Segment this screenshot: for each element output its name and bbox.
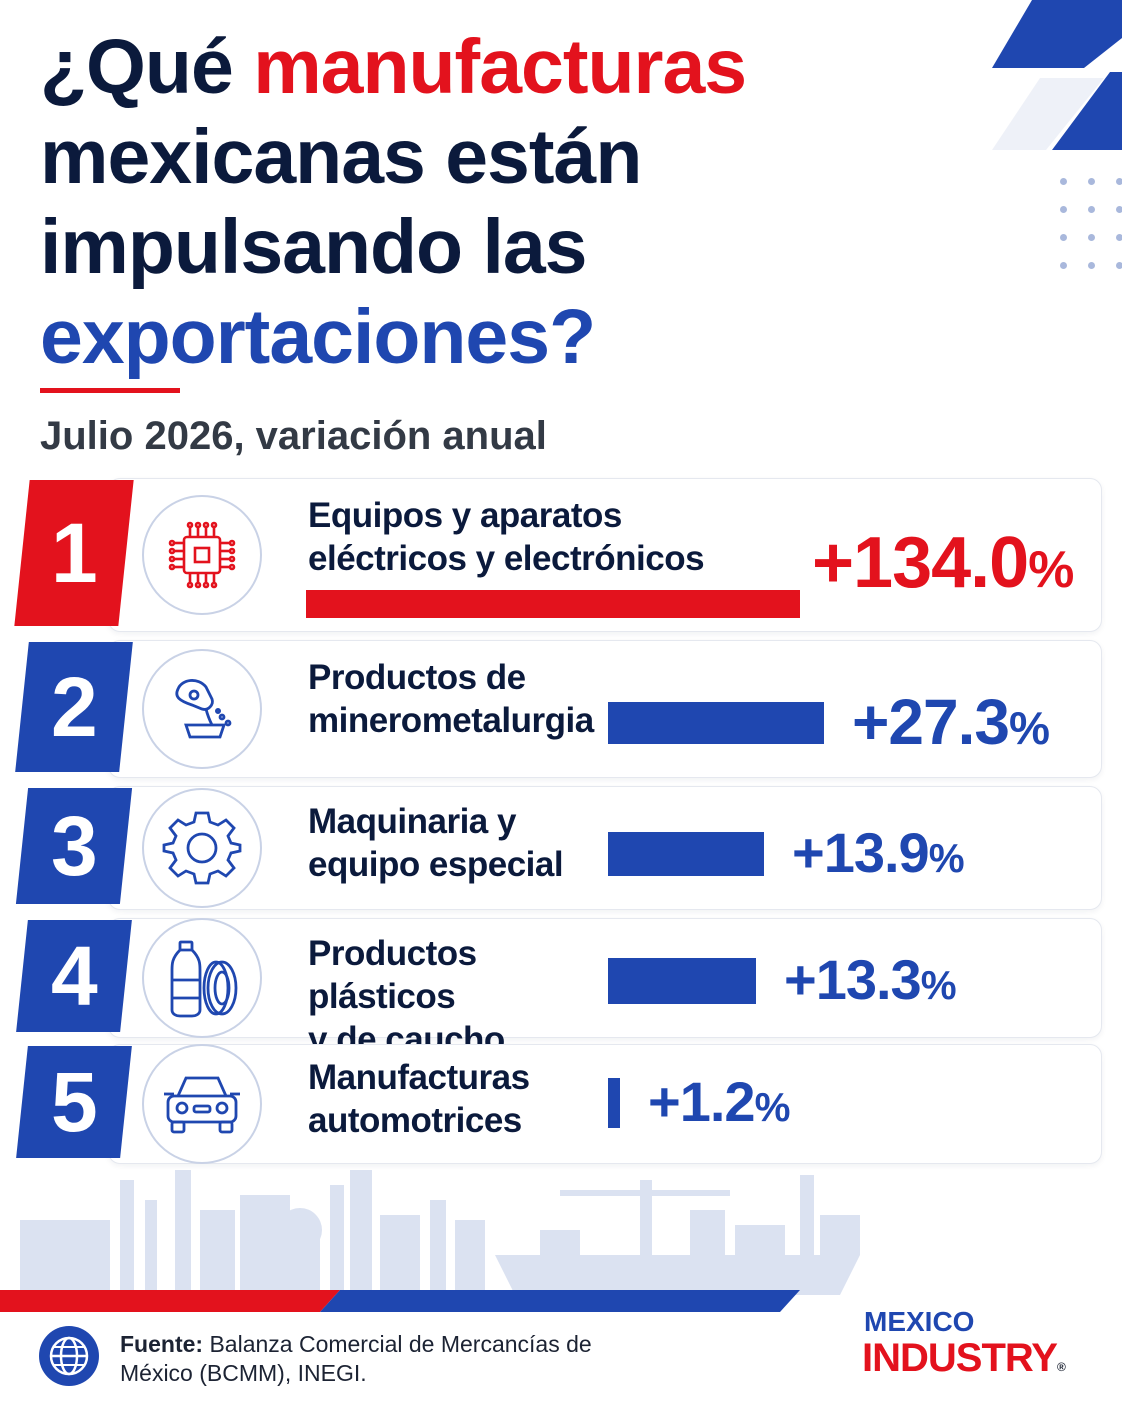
category-label-line1: Manufacturas xyxy=(308,1058,530,1097)
title-divider xyxy=(40,388,180,393)
category-label-line1: Maquinaria y xyxy=(308,802,516,841)
rank-number: 2 xyxy=(50,659,98,754)
title-part-4: impulsando las xyxy=(40,204,588,290)
rank-number: 4 xyxy=(50,928,98,1023)
category-label-line1: Productos de xyxy=(308,658,526,697)
rank-badge: 1 xyxy=(14,480,134,626)
ranking-card xyxy=(108,640,1102,778)
brand-registered-mark: ® xyxy=(1056,1360,1066,1374)
category-label-line2: minerometalurgia xyxy=(308,701,594,740)
title-part-highlight: manufacturas xyxy=(253,24,747,110)
value-bar xyxy=(608,958,756,1004)
value-percent-sign: % xyxy=(920,962,957,1009)
category-label-line2: automotrices xyxy=(308,1101,522,1140)
globe-icon xyxy=(39,1326,99,1386)
category-label: Productos plásticos y de caucho xyxy=(308,932,608,1061)
value-label: +13.3% xyxy=(784,947,957,1012)
ranking-card xyxy=(108,786,1102,910)
category-label: Equipos y aparatos eléctricos y electróni… xyxy=(308,494,788,580)
molten-metal-ladle-icon xyxy=(142,649,262,769)
brand-logo-line1: MEXICO xyxy=(864,1306,975,1337)
brand-logo-name: INDUSTRY xyxy=(862,1336,1058,1380)
title-part-3: mexicanas están xyxy=(40,114,642,200)
category-label-line1: Equipos y aparatos xyxy=(308,496,622,535)
brand-logo-line2: INDUSTRY® xyxy=(862,1336,1066,1381)
rank-badge: 3 xyxy=(15,788,133,904)
rank-badge: 5 xyxy=(16,1046,132,1158)
value-percent-sign: % xyxy=(754,1084,791,1131)
category-label: Productos de minerometalurgia xyxy=(308,656,608,742)
gear-icon xyxy=(142,788,262,908)
value-label: +134.0% xyxy=(812,522,1074,604)
source-label: Fuente: xyxy=(120,1331,204,1357)
value-percent-sign: % xyxy=(1008,701,1050,754)
category-label-line2: eléctricos y electrónicos xyxy=(308,539,705,578)
industrial-skyline-illustration xyxy=(20,1170,860,1295)
value-bar xyxy=(608,702,824,744)
ranking-card xyxy=(108,918,1102,1038)
value-number: +134.0 xyxy=(812,523,1029,603)
value-number: +27.3 xyxy=(852,685,1010,758)
category-label-line2: equipo especial xyxy=(308,845,564,884)
rank-number: 1 xyxy=(50,505,98,600)
category-label: Manufacturas automotrices xyxy=(308,1056,608,1142)
value-bar xyxy=(608,832,764,876)
color-band xyxy=(0,1290,800,1312)
title-part-5: exportaciones? xyxy=(40,294,596,380)
category-label: Maquinaria y equipo especial xyxy=(308,800,608,886)
value-number: +13.9 xyxy=(792,821,930,885)
value-label: +27.3% xyxy=(852,685,1050,759)
value-percent-sign: % xyxy=(928,835,965,882)
value-label: +1.2% xyxy=(648,1069,791,1134)
chart-subtitle: Julio 2026, variación anual xyxy=(40,414,547,458)
category-label-line1: Productos plásticos xyxy=(308,934,477,1016)
value-number: +13.3 xyxy=(784,948,922,1012)
title-part-1: ¿Qué xyxy=(40,24,254,110)
rank-badge: 4 xyxy=(16,920,132,1032)
bottle-tire-icon xyxy=(142,918,262,1038)
value-number: +1.2 xyxy=(648,1070,756,1134)
rank-badge: 2 xyxy=(15,642,133,772)
value-percent-sign: % xyxy=(1028,540,1074,598)
source-text: Balanza Comercial de Mercancías de Méxic… xyxy=(120,1331,592,1386)
source-note: Fuente: Balanza Comercial de Mercancías … xyxy=(120,1330,640,1388)
car-icon xyxy=(142,1044,262,1164)
page-title: ¿Qué manufacturas mexicanas están impuls… xyxy=(40,22,940,382)
value-bar xyxy=(608,1078,620,1128)
value-label: +13.9% xyxy=(792,820,965,885)
circuit-chip-icon xyxy=(142,495,262,615)
decorative-stripes xyxy=(992,0,1122,150)
value-bar xyxy=(306,590,800,618)
rank-number: 5 xyxy=(50,1054,98,1149)
rank-number: 3 xyxy=(50,798,98,893)
ranking-card xyxy=(108,1044,1102,1164)
